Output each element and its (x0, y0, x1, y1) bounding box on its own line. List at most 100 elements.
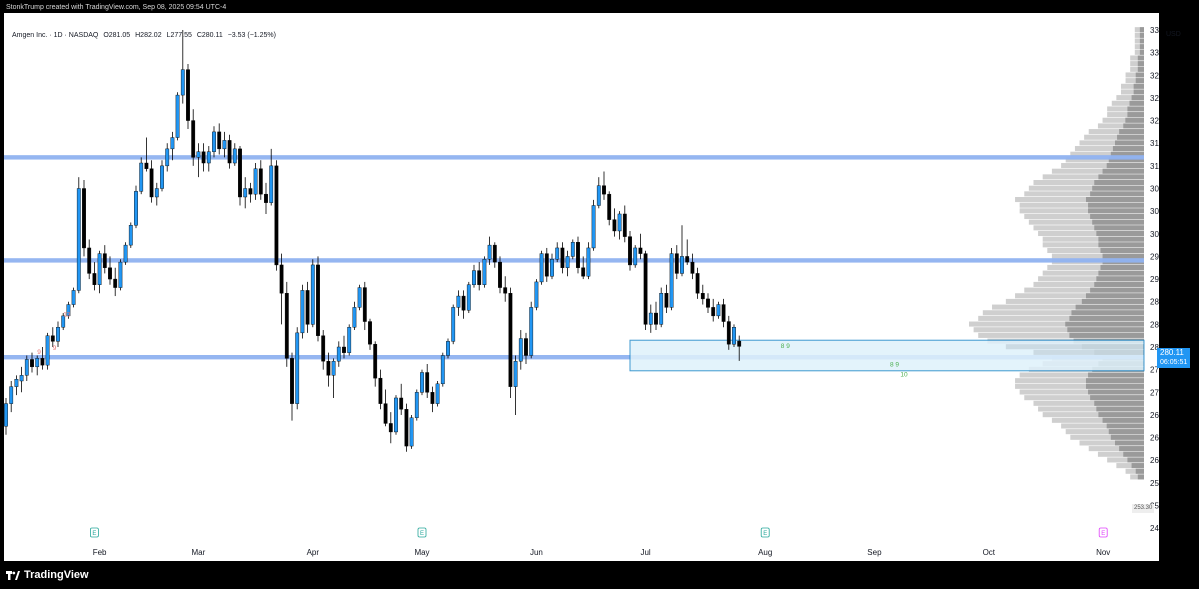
key-level-line[interactable] (4, 355, 1144, 360)
candle[interactable] (451, 304, 456, 345)
candle[interactable] (716, 301, 721, 319)
candle[interactable] (97, 250, 102, 294)
candle[interactable] (258, 160, 263, 200)
candle[interactable] (732, 324, 736, 348)
candle[interactable] (420, 369, 424, 396)
candle[interactable] (321, 330, 326, 370)
candle[interactable] (316, 256, 320, 342)
currency-label[interactable]: USD (1166, 31, 1181, 38)
candle[interactable] (14, 375, 19, 396)
candle[interactable] (612, 208, 617, 237)
candle[interactable] (253, 163, 258, 200)
candle[interactable] (144, 137, 149, 172)
candle[interactable] (40, 347, 45, 370)
candle[interactable] (217, 123, 222, 155)
candle[interactable] (305, 281, 310, 333)
candle[interactable] (336, 341, 341, 367)
candle[interactable] (45, 332, 50, 370)
candle[interactable] (61, 313, 66, 331)
candle[interactable] (118, 259, 123, 291)
candle[interactable] (555, 242, 560, 263)
earnings-icon[interactable]: E (417, 527, 427, 538)
candle[interactable] (430, 386, 435, 413)
candle[interactable] (482, 256, 487, 288)
candle[interactable] (196, 143, 201, 178)
candle[interactable] (674, 245, 679, 280)
future-earnings-icon[interactable]: E (1098, 527, 1108, 538)
candle[interactable] (206, 146, 211, 172)
candle[interactable] (160, 160, 164, 192)
candle[interactable] (503, 276, 508, 302)
earnings-icon[interactable]: E (90, 527, 99, 538)
candle[interactable] (685, 239, 690, 265)
candle[interactable] (92, 262, 97, 291)
candle[interactable] (524, 332, 528, 364)
candle[interactable] (149, 160, 154, 203)
candle[interactable] (357, 284, 362, 311)
candle[interactable] (331, 358, 336, 398)
candle[interactable] (284, 281, 289, 367)
candle[interactable] (180, 29, 185, 104)
candle[interactable] (622, 205, 627, 243)
candle[interactable] (347, 324, 352, 356)
candle[interactable] (576, 236, 580, 274)
candle[interactable] (498, 256, 502, 294)
candle[interactable] (513, 355, 518, 415)
candle[interactable] (492, 242, 497, 268)
candle[interactable] (274, 160, 279, 271)
candle[interactable] (310, 259, 315, 328)
candle[interactable] (534, 279, 539, 311)
candle[interactable] (191, 109, 196, 166)
candle[interactable] (139, 157, 144, 195)
candle[interactable] (560, 242, 565, 274)
candle[interactable] (461, 290, 466, 319)
candle[interactable] (82, 180, 86, 257)
candle[interactable] (550, 253, 554, 280)
candle[interactable] (102, 245, 107, 274)
candle[interactable] (238, 146, 242, 206)
candle[interactable] (279, 253, 284, 325)
candle[interactable] (508, 287, 513, 398)
candle[interactable] (175, 92, 180, 141)
candle[interactable] (399, 383, 404, 415)
candle[interactable] (596, 177, 601, 209)
candle[interactable] (56, 321, 60, 348)
candle[interactable] (201, 143, 206, 172)
candle[interactable] (394, 395, 398, 435)
candle[interactable] (19, 366, 24, 393)
candle[interactable] (269, 148, 274, 206)
candle[interactable] (388, 412, 393, 444)
candle[interactable] (617, 211, 622, 240)
candle[interactable] (648, 304, 653, 333)
candle[interactable] (409, 414, 414, 449)
candle[interactable] (544, 247, 549, 282)
candle[interactable] (35, 355, 40, 376)
candle[interactable] (472, 264, 476, 288)
candle[interactable] (695, 267, 700, 299)
candle[interactable] (602, 171, 606, 200)
candle[interactable] (165, 143, 170, 172)
candle[interactable] (664, 284, 669, 314)
candle[interactable] (186, 63, 190, 130)
candle[interactable] (352, 301, 357, 331)
candle[interactable] (113, 267, 118, 297)
candle[interactable] (607, 191, 612, 226)
candle[interactable] (737, 335, 742, 361)
candle[interactable] (378, 369, 383, 410)
candle[interactable] (227, 134, 232, 169)
candle[interactable] (659, 287, 664, 328)
candle[interactable] (539, 250, 544, 285)
candle[interactable] (706, 293, 710, 314)
candle[interactable] (50, 327, 55, 348)
candle[interactable] (326, 352, 331, 387)
candle[interactable] (264, 182, 268, 214)
key-level-line[interactable] (4, 258, 1144, 263)
candle[interactable] (71, 287, 76, 308)
candle[interactable] (76, 177, 81, 294)
candle[interactable] (24, 355, 29, 381)
demand-zone-box[interactable] (629, 339, 1145, 372)
candle[interactable] (680, 225, 684, 277)
candle[interactable] (87, 239, 92, 280)
candle[interactable] (9, 380, 14, 413)
candle[interactable] (123, 242, 128, 265)
